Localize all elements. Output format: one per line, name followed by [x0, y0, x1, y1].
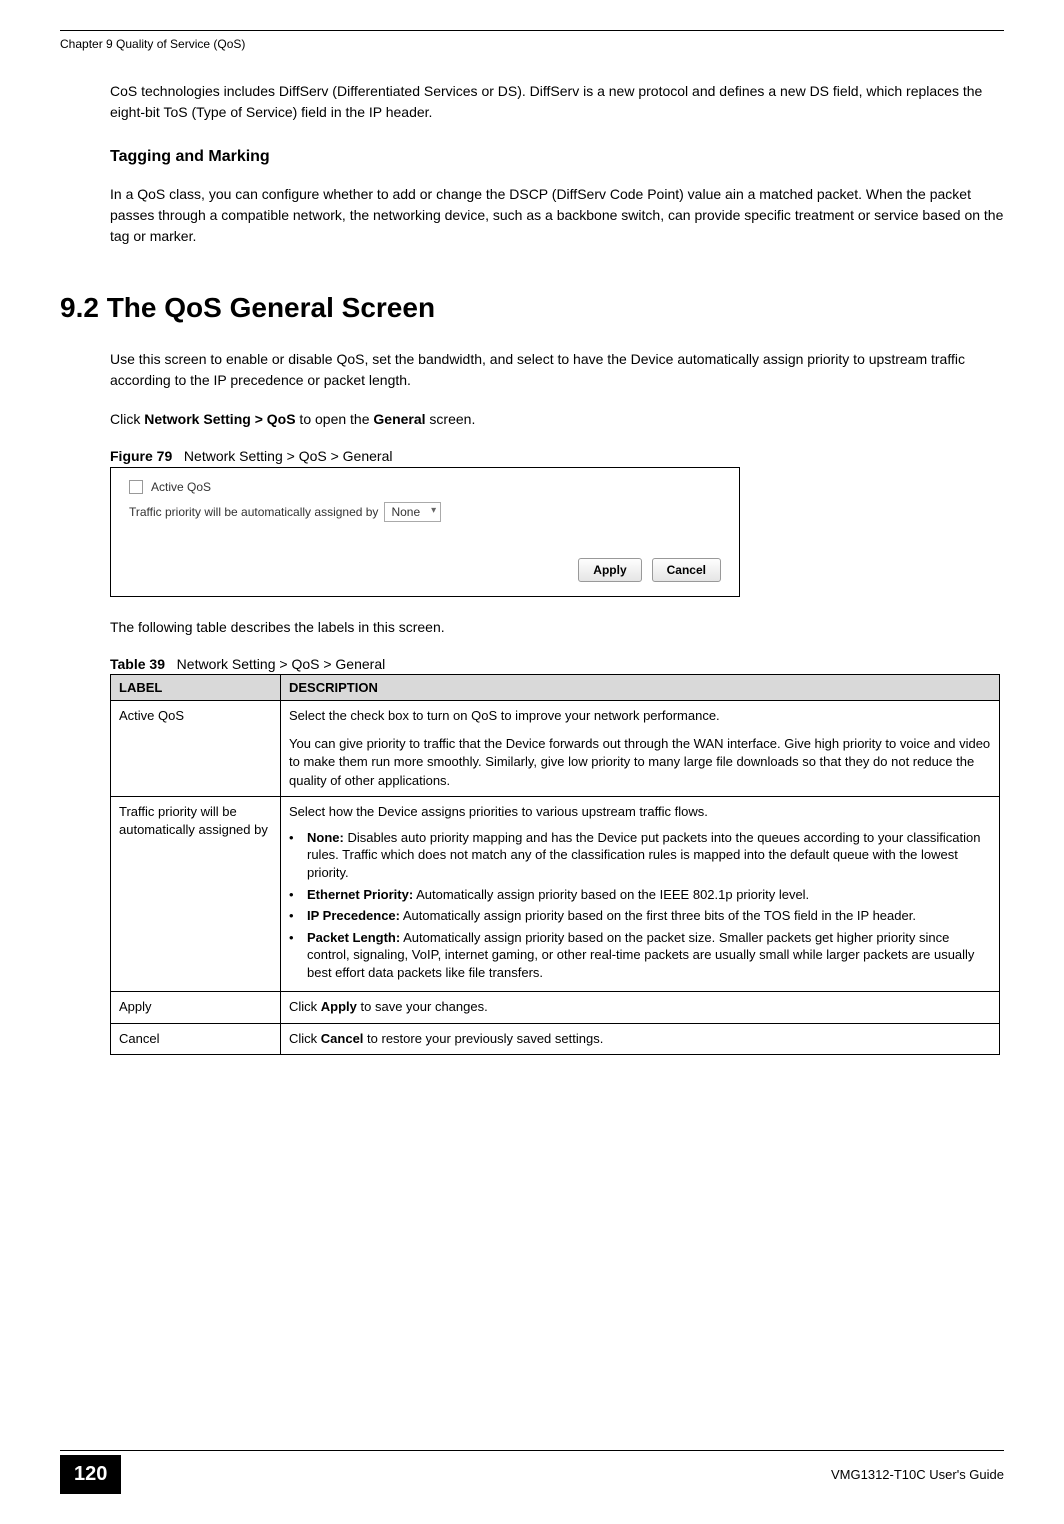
table-cell-desc: Click Cancel to restore your previously … [281, 1023, 1000, 1054]
section-title: 9.2 The QoS General Screen [60, 292, 1004, 324]
table-header-label: LABEL [111, 675, 281, 701]
subsection-paragraph: In a QoS class, you can configure whethe… [110, 184, 1004, 247]
qos-general-table: LABEL DESCRIPTION Active QoS Select the … [110, 674, 1000, 1055]
table-cell-desc: Select the check box to turn on QoS to i… [281, 701, 1000, 797]
table-cell-label: Active QoS [111, 701, 281, 797]
table-cell-label: Cancel [111, 1023, 281, 1054]
table-cell-desc: Select how the Device assigns priorities… [281, 796, 1000, 992]
section-para-1: Use this screen to enable or disable QoS… [110, 349, 1004, 391]
table-cell-desc: Click Apply to save your changes. [281, 992, 1000, 1023]
table-row: Apply Click Apply to save your changes. [111, 992, 1000, 1023]
table-row: Cancel Click Cancel to restore your prev… [111, 1023, 1000, 1054]
subsection-title: Tagging and Marking [110, 148, 1004, 166]
chapter-header: Chapter 9 Quality of Service (QoS) [60, 37, 1004, 51]
cancel-button[interactable]: Cancel [652, 558, 721, 582]
page-number: 120 [60, 1455, 121, 1494]
table-row: Traffic priority will be automatically a… [111, 796, 1000, 992]
table-row: Active QoS Select the check box to turn … [111, 701, 1000, 797]
table-cell-label: Traffic priority will be automatically a… [111, 796, 281, 992]
dropdown-label: Traffic priority will be automatically a… [129, 505, 378, 519]
figure-screenshot: Active QoS Traffic priority will be auto… [110, 467, 740, 597]
table-header-description: DESCRIPTION [281, 675, 1000, 701]
section-para-2: Click Network Setting > QoS to open the … [110, 409, 1004, 430]
apply-button[interactable]: Apply [578, 558, 641, 582]
table-caption: Table 39 Network Setting > QoS > General [110, 656, 1004, 672]
table-intro: The following table describes the labels… [110, 617, 1004, 638]
intro-paragraph: CoS technologies includes DiffServ (Diff… [110, 81, 1004, 123]
guide-name: VMG1312-T10C User's Guide [831, 1467, 1004, 1482]
active-qos-label: Active QoS [151, 480, 211, 494]
priority-dropdown[interactable]: None [384, 502, 441, 522]
active-qos-checkbox[interactable] [129, 480, 143, 494]
figure-caption: Figure 79 Network Setting > QoS > Genera… [110, 448, 1004, 464]
table-cell-label: Apply [111, 992, 281, 1023]
